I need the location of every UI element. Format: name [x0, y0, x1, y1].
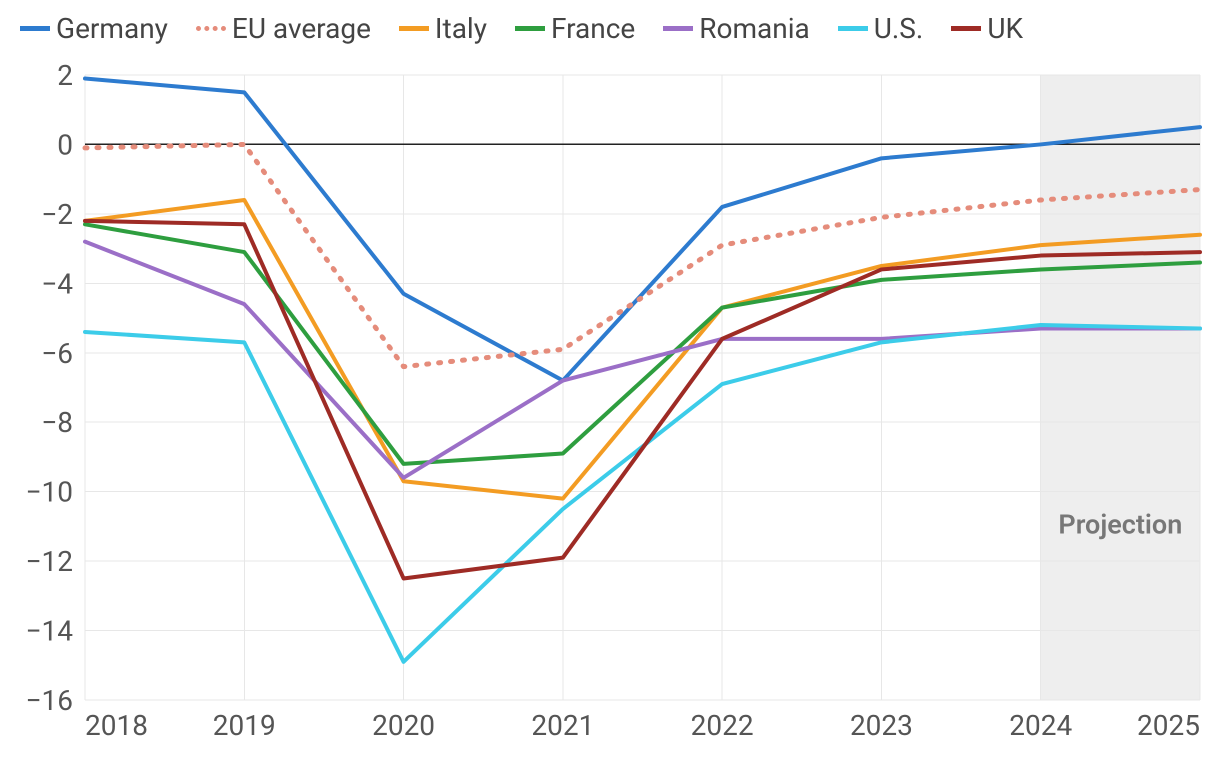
y-tick-label: −2	[41, 198, 73, 231]
y-tick-label: −4	[41, 267, 73, 300]
x-tick-label: 2022	[691, 709, 754, 742]
x-tick-label: 2018	[85, 709, 148, 742]
y-tick-label: −12	[26, 545, 73, 578]
series-germany	[85, 78, 1200, 380]
projection-region	[1041, 75, 1200, 700]
y-tick-label: 0	[57, 128, 73, 161]
series-us	[85, 325, 1200, 662]
series-france	[85, 224, 1200, 464]
x-tick-label: 2025	[1137, 709, 1200, 742]
y-tick-label: −6	[41, 337, 73, 370]
y-tick-label: 2	[57, 59, 73, 92]
x-tick-label: 2019	[213, 709, 276, 742]
x-tick-label: 2023	[850, 709, 913, 742]
chart-svg: 2 0 −2 −4 −6 −8 −10 −12 −14 −16 2018 2019 2020 2021 20…	[0, 0, 1220, 758]
y-tick-label: −10	[26, 476, 73, 509]
series-uk	[85, 221, 1200, 579]
x-tick-label: 2021	[531, 709, 594, 742]
gridlines	[85, 75, 1200, 700]
projection-label: Projection	[1058, 508, 1182, 540]
y-tick-label: −8	[41, 406, 73, 439]
y-tick-label: −14	[26, 615, 74, 648]
x-tick-label: 2020	[372, 709, 435, 742]
line-chart: GermanyEU averageItalyFranceRomaniaU.S.U…	[0, 0, 1220, 758]
x-tick-label: 2024	[1009, 709, 1072, 742]
y-tick-label: −16	[26, 684, 73, 717]
